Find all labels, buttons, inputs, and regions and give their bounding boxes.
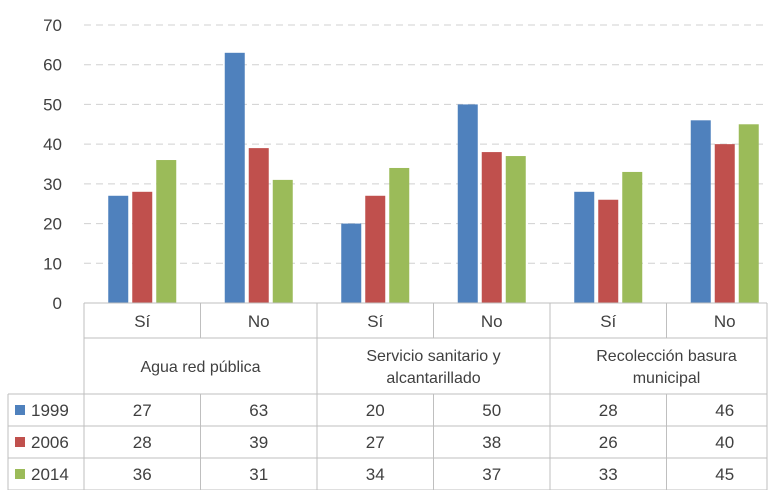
table-value: 27	[133, 401, 152, 420]
x-category-label: Sí	[367, 312, 383, 331]
table-value: 36	[133, 465, 152, 484]
table-value: 33	[599, 465, 618, 484]
legend-key-2014	[15, 469, 25, 479]
x-category-label: Sí	[600, 312, 616, 331]
y-axis: 0 10 20 30 40 50 60 70	[43, 16, 62, 313]
table-value: 27	[366, 433, 385, 452]
bar-2006-3	[481, 152, 502, 303]
group-label: Recolección basura	[596, 348, 737, 365]
table-value: 28	[133, 433, 152, 452]
y-tick-label: 10	[43, 254, 62, 273]
bar-1999-2	[341, 223, 362, 303]
table-value: 39	[249, 433, 268, 452]
x-category-label: No	[248, 312, 270, 331]
bar-2014-1	[272, 179, 293, 303]
y-tick-label: 70	[43, 16, 62, 35]
bar-2006-2	[365, 195, 386, 303]
y-tick-label: 20	[43, 215, 62, 234]
bar-2014-4	[622, 171, 643, 303]
table-value: 34	[366, 465, 385, 484]
bar-1999-5	[690, 120, 711, 303]
bar-2014-2	[389, 167, 410, 303]
group-label: Servicio sanitario y	[366, 348, 500, 365]
bar-1999-0	[108, 195, 129, 303]
table-value: 50	[482, 401, 501, 420]
legend-label: 2006	[31, 433, 69, 452]
bar-2014-0	[156, 160, 177, 303]
y-tick-label: 30	[43, 175, 62, 194]
bar-2006-4	[598, 199, 619, 303]
legend-key-2006	[15, 437, 25, 447]
legend-label: 2014	[31, 465, 69, 484]
bar-1999-4	[574, 191, 595, 303]
bar-2006-5	[714, 144, 735, 303]
bar-2006-0	[132, 191, 153, 303]
bar-1999-3	[457, 104, 478, 303]
bars	[108, 52, 759, 304]
table-value: 63	[249, 401, 268, 420]
x-category-label: No	[481, 312, 503, 331]
y-tick-label: 60	[43, 56, 62, 75]
x-category-label: Sí	[134, 312, 150, 331]
bar-1999-1	[224, 52, 245, 303]
table-value: 28	[599, 401, 618, 420]
table-value: 40	[715, 433, 734, 452]
group-label: municipal	[633, 370, 701, 387]
bar-2014-3	[505, 156, 526, 303]
data-table: Sí No Sí No Sí No Agua red pública Servicio san…	[7, 302, 768, 491]
y-tick-label: 0	[53, 294, 62, 313]
bar-2006-1	[248, 148, 269, 303]
table-value: 26	[599, 433, 618, 452]
table-value: 31	[249, 465, 268, 484]
x-category-label: No	[714, 312, 736, 331]
group-label: Agua red pública	[140, 359, 260, 376]
legend-key-1999	[15, 405, 25, 415]
gridlines	[84, 24, 767, 264]
table-value: 45	[715, 465, 734, 484]
group-label: alcantarillado	[386, 370, 480, 387]
y-tick-label: 50	[43, 95, 62, 114]
table-value: 38	[482, 433, 501, 452]
table-value: 37	[482, 465, 501, 484]
bar-2014-5	[738, 124, 759, 304]
legend-label: 1999	[31, 401, 69, 420]
table-value: 46	[715, 401, 734, 420]
y-tick-label: 40	[43, 135, 62, 154]
table-value: 20	[366, 401, 385, 420]
